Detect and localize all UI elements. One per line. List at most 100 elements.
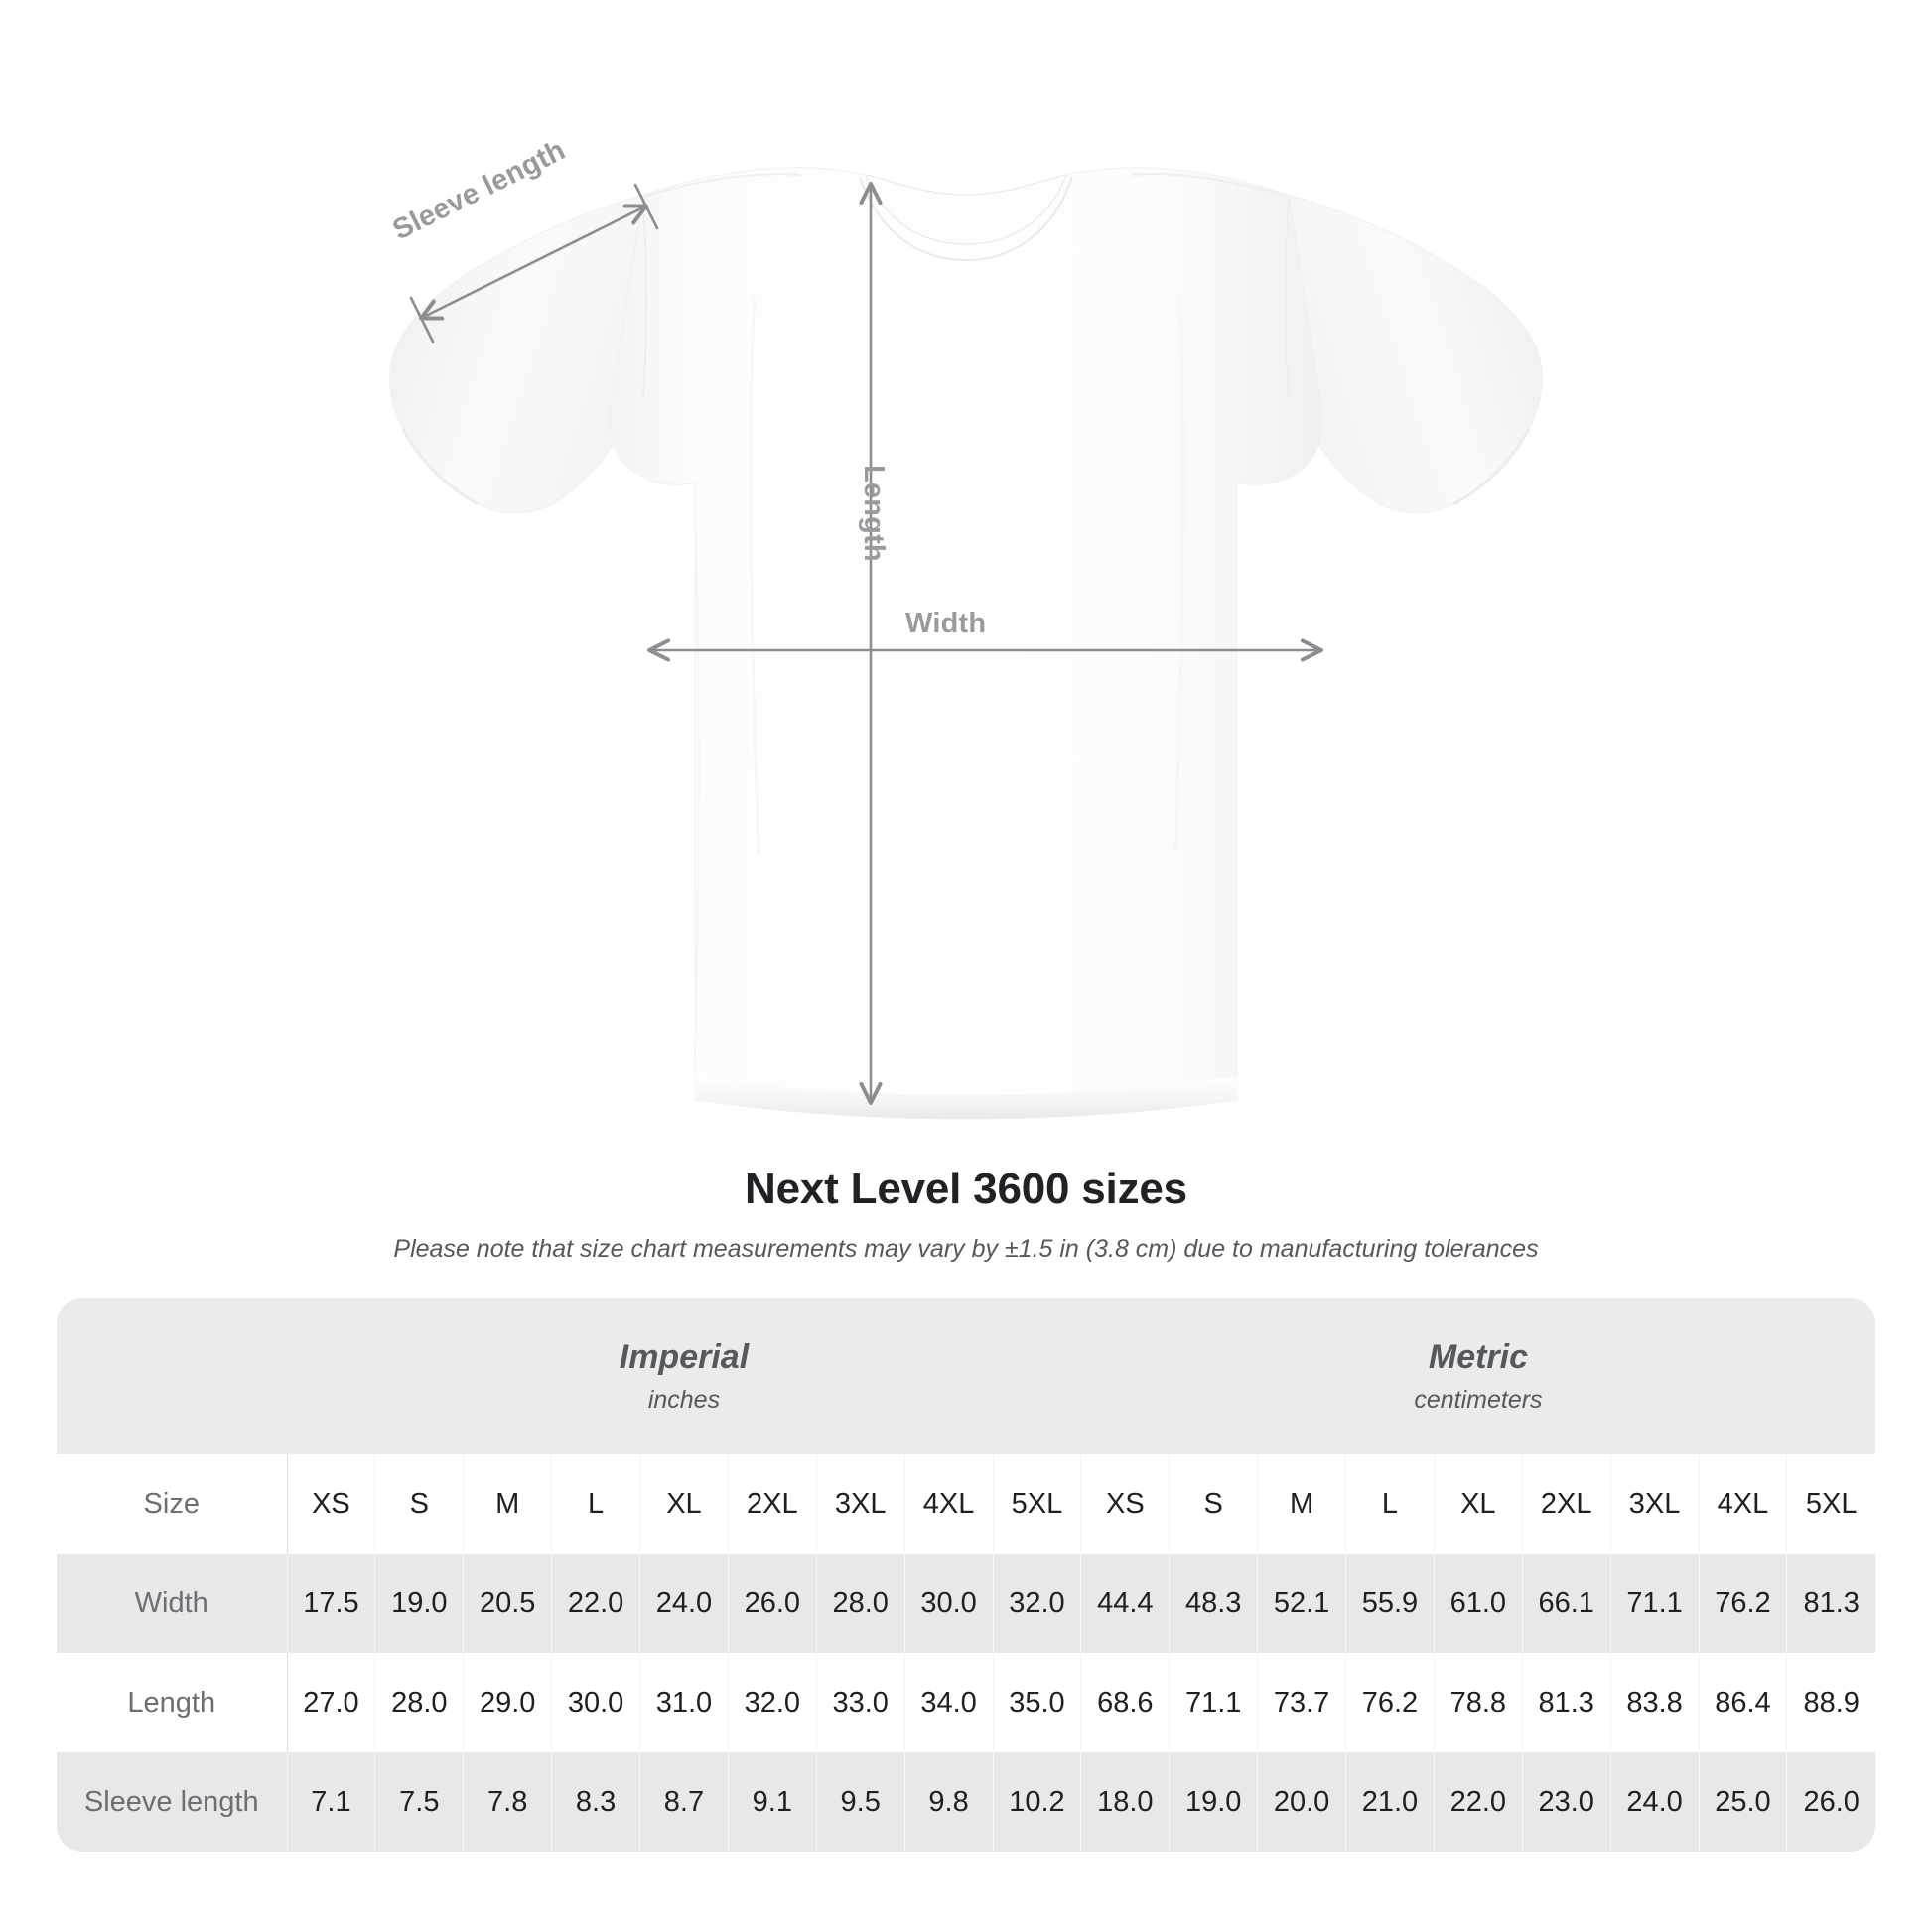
cell-sleeve-length-10: 19.0 — [1169, 1752, 1258, 1852]
table-row-size: Size XS S M L XL 2XL 3XL 4XL 5XL XS S M L XL 2XL 3XL 4XL 5… — [57, 1454, 1875, 1554]
cell-width-14: 66.1 — [1521, 1554, 1611, 1653]
cell-length-10: 71.1 — [1169, 1653, 1258, 1752]
cell-size-14: 2XL — [1521, 1454, 1611, 1554]
sleeve-tick-left — [409, 296, 435, 344]
unit-group-metric-name: Metric — [1428, 1337, 1529, 1376]
cell-length-7: 34.0 — [903, 1653, 993, 1752]
cell-size-2: M — [463, 1454, 552, 1554]
cell-size-6: 3XL — [815, 1454, 905, 1554]
unit-banner-spacer — [57, 1298, 287, 1454]
cell-length-6: 33.0 — [815, 1653, 905, 1752]
cell-size-13: XL — [1433, 1454, 1523, 1554]
cell-sleeve-length-5: 9.1 — [727, 1752, 817, 1852]
cell-length-1: 28.0 — [374, 1653, 464, 1752]
length-label: Length — [858, 465, 890, 562]
cell-sleeve-length-6: 9.5 — [815, 1752, 905, 1852]
cell-length-11: 73.7 — [1257, 1653, 1346, 1752]
table-row-width: Width 17.5 19.0 20.5 22.0 24.0 26.0 28.0 30.0 32.… — [57, 1554, 1875, 1653]
cell-sleeve-length-9: 18.0 — [1080, 1752, 1170, 1852]
sleeve-arrow — [422, 207, 645, 318]
cell-sleeve-length-7: 9.8 — [903, 1752, 993, 1852]
sleeve-tick-right — [633, 183, 659, 230]
cell-width-13: 61.0 — [1433, 1554, 1523, 1653]
cell-width-4: 24.0 — [639, 1554, 729, 1653]
cell-size-15: 3XL — [1609, 1454, 1700, 1554]
unit-group-metric: Metric centimeters — [1080, 1298, 1875, 1454]
cell-width-2: 20.5 — [463, 1554, 552, 1653]
cell-sleeve-length-3: 8.3 — [551, 1752, 640, 1852]
tshirt-diagram — [388, 167, 1544, 1120]
unit-group-imperial: Imperial inches — [287, 1298, 1081, 1454]
cell-sleeve-length-8: 10.2 — [992, 1752, 1081, 1852]
measurement-arrows — [409, 183, 1320, 1102]
cell-length-8: 35.0 — [992, 1653, 1081, 1752]
cell-sleeve-length-11: 20.0 — [1257, 1752, 1346, 1852]
unit-group-metric-sub: centimeters — [1414, 1386, 1543, 1414]
cell-length-15: 83.8 — [1609, 1653, 1700, 1752]
cell-size-0: XS — [286, 1454, 375, 1554]
cell-size-10: S — [1169, 1454, 1258, 1554]
row-label-size: Size — [57, 1454, 287, 1554]
cell-sleeve-length-17: 26.0 — [1786, 1752, 1875, 1852]
cell-sleeve-length-16: 25.0 — [1698, 1752, 1787, 1852]
cell-sleeve-length-13: 22.0 — [1433, 1752, 1523, 1852]
cell-sleeve-length-15: 24.0 — [1609, 1752, 1700, 1852]
width-label: Width — [905, 608, 987, 639]
table-row-length: Length 27.0 28.0 29.0 30.0 31.0 32.0 33.0 34.0 35… — [57, 1653, 1875, 1752]
tolerance-note: Please note that size chart measurements… — [393, 1234, 1539, 1263]
cell-sleeve-length-14: 23.0 — [1521, 1752, 1611, 1852]
cell-length-0: 27.0 — [286, 1653, 375, 1752]
cell-size-12: L — [1345, 1454, 1435, 1554]
cell-sleeve-length-2: 7.8 — [463, 1752, 552, 1852]
cell-width-1: 19.0 — [374, 1554, 464, 1653]
row-label-sleeve-length: Sleeve length — [57, 1752, 287, 1852]
cell-size-16: 4XL — [1698, 1454, 1787, 1554]
cell-width-9: 44.4 — [1080, 1554, 1170, 1653]
cell-width-12: 55.9 — [1345, 1554, 1435, 1653]
cell-width-10: 48.3 — [1169, 1554, 1258, 1653]
cell-size-1: S — [374, 1454, 464, 1554]
cell-length-12: 76.2 — [1345, 1653, 1435, 1752]
size-chart-table-wrap: Imperial inches Metric centimeters Size X… — [57, 1298, 1875, 1852]
cell-length-5: 32.0 — [727, 1653, 817, 1752]
cell-length-13: 78.8 — [1433, 1653, 1523, 1752]
tshirt-illustration: Sleeve length Length Width — [388, 134, 1544, 1120]
cell-sleeve-length-1: 7.5 — [374, 1752, 464, 1852]
table-row-sleeve-length: Sleeve length 7.1 7.5 7.8 8.3 8.7 9.1 9.5 9.8 10.… — [57, 1752, 1875, 1852]
cell-length-14: 81.3 — [1521, 1653, 1611, 1752]
cell-length-9: 68.6 — [1080, 1653, 1170, 1752]
cell-length-2: 29.0 — [463, 1653, 552, 1752]
cell-width-6: 28.0 — [815, 1554, 905, 1653]
cell-length-16: 86.4 — [1698, 1653, 1787, 1752]
cell-size-8: 5XL — [992, 1454, 1081, 1554]
unit-group-imperial-sub: inches — [647, 1386, 721, 1414]
unit-banner-row: Imperial inches Metric centimeters — [57, 1298, 1875, 1454]
cell-width-16: 76.2 — [1698, 1554, 1787, 1653]
cell-width-11: 52.1 — [1257, 1554, 1346, 1653]
cell-size-3: L — [551, 1454, 640, 1554]
cell-size-11: M — [1257, 1454, 1346, 1554]
unit-group-imperial-name: Imperial — [619, 1337, 750, 1376]
row-label-width: Width — [57, 1554, 287, 1653]
cell-sleeve-length-4: 8.7 — [639, 1752, 729, 1852]
cell-width-17: 81.3 — [1786, 1554, 1875, 1653]
cell-length-4: 31.0 — [639, 1653, 729, 1752]
title-block: Next Level 3600 sizes Please note that s… — [0, 1165, 1932, 1264]
cell-size-4: XL — [639, 1454, 729, 1554]
cell-width-7: 30.0 — [903, 1554, 993, 1653]
cell-size-9: XS — [1080, 1454, 1170, 1554]
cell-width-3: 22.0 — [551, 1554, 640, 1653]
cell-width-5: 26.0 — [727, 1554, 817, 1653]
cell-sleeve-length-0: 7.1 — [286, 1752, 375, 1852]
cell-size-17: 5XL — [1786, 1454, 1875, 1554]
cell-length-17: 88.9 — [1786, 1653, 1875, 1752]
cell-width-0: 17.5 — [286, 1554, 375, 1653]
cell-width-8: 32.0 — [992, 1554, 1081, 1653]
row-label-length: Length — [57, 1653, 287, 1752]
cell-sleeve-length-12: 21.0 — [1345, 1752, 1435, 1852]
size-chart-table: Imperial inches Metric centimeters Size X… — [57, 1298, 1875, 1852]
page-title: Next Level 3600 sizes — [745, 1165, 1187, 1213]
shirt-shape — [388, 167, 1544, 1120]
cell-width-15: 71.1 — [1609, 1554, 1700, 1653]
cell-length-3: 30.0 — [551, 1653, 640, 1752]
